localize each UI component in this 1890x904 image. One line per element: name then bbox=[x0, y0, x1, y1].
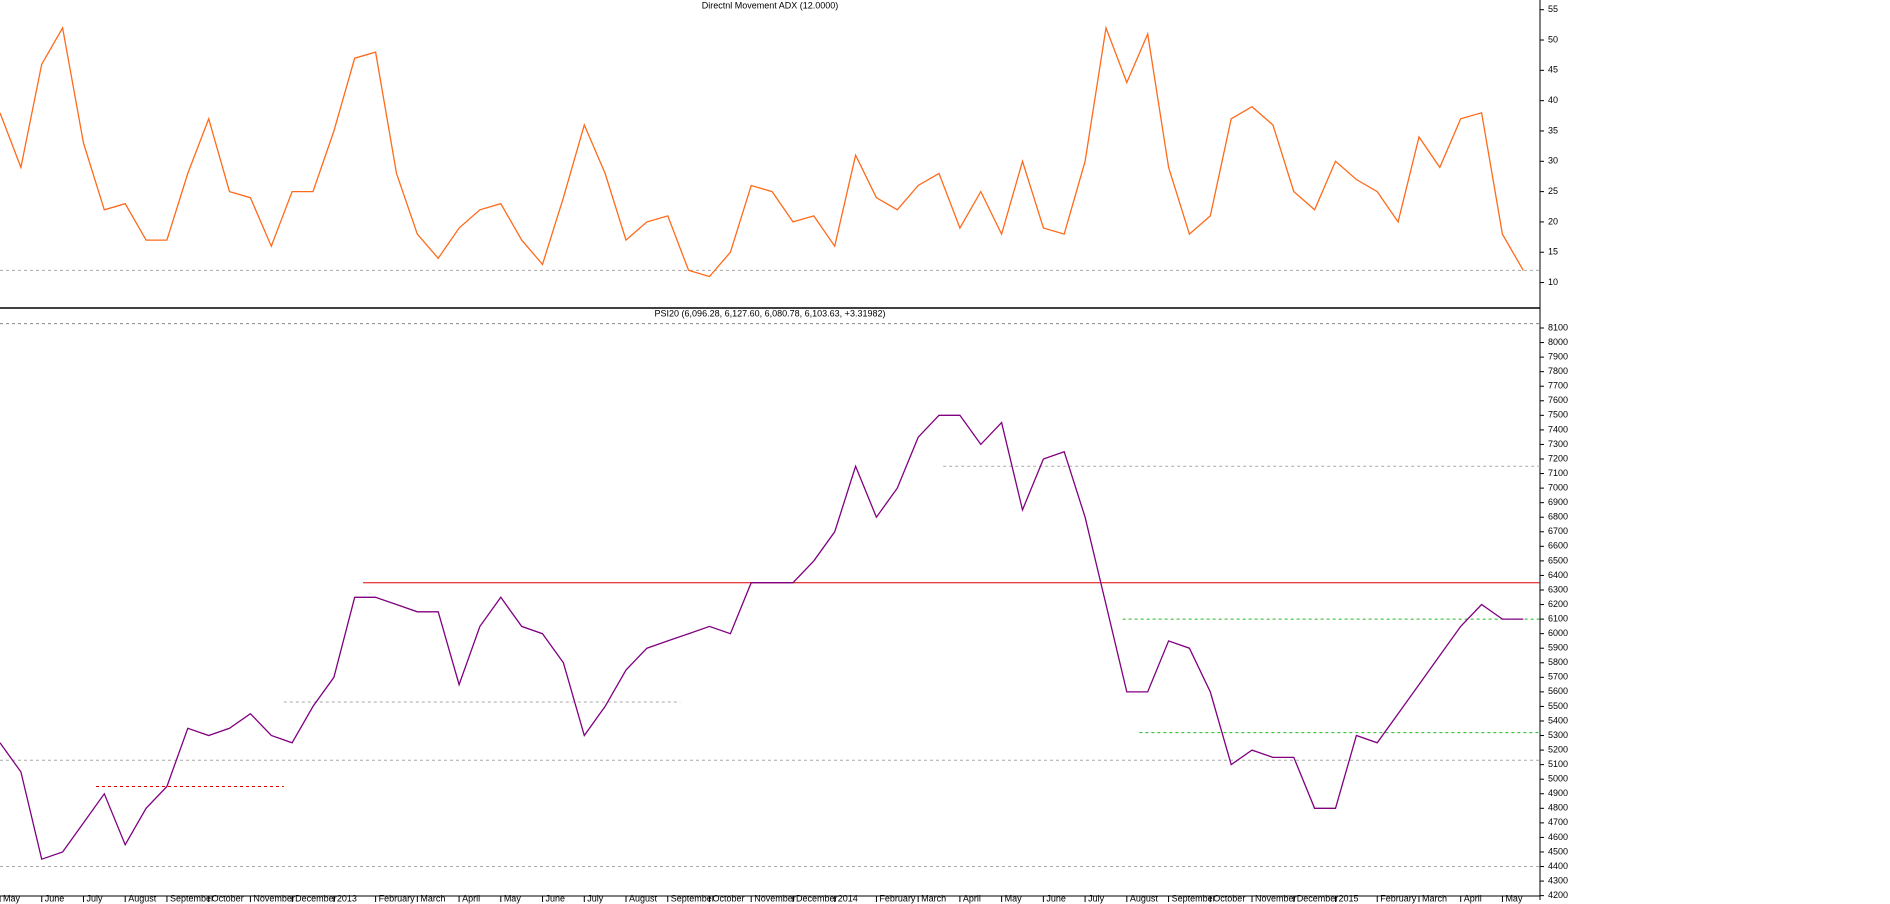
x-tick-label: September bbox=[671, 893, 715, 903]
y-tick-label: 7200 bbox=[1548, 453, 1568, 463]
x-tick-label: July bbox=[86, 893, 103, 903]
y-tick-label: 5300 bbox=[1548, 730, 1568, 740]
y-tick-label: 20 bbox=[1548, 216, 1558, 226]
x-tick-label: September bbox=[170, 893, 214, 903]
x-tick-label: October bbox=[1213, 893, 1245, 903]
x-tick-label: November bbox=[253, 893, 295, 903]
x-tick-label: December bbox=[1297, 893, 1339, 903]
y-tick-label: 6300 bbox=[1548, 584, 1568, 594]
x-tick-label: April bbox=[462, 893, 480, 903]
x-tick-label: 2013 bbox=[337, 893, 357, 903]
data-line bbox=[0, 25, 1524, 278]
x-tick-label: March bbox=[420, 893, 445, 903]
y-tick-label: 7000 bbox=[1548, 482, 1568, 492]
y-tick-label: 8100 bbox=[1548, 322, 1568, 332]
x-tick-label: August bbox=[128, 893, 157, 903]
y-tick-label: 7100 bbox=[1548, 468, 1568, 478]
x-tick-label: July bbox=[1088, 893, 1105, 903]
panel-title: PSI20 (6,096.28, 6,127.60, 6,080.78, 6,1… bbox=[655, 308, 886, 318]
y-tick-label: 15 bbox=[1548, 247, 1558, 257]
y-tick-label: 7700 bbox=[1548, 381, 1568, 391]
x-tick-label: 2015 bbox=[1339, 893, 1359, 903]
x-tick-label: April bbox=[963, 893, 981, 903]
x-tick-label: May bbox=[1005, 893, 1023, 903]
x-tick-label: November bbox=[1255, 893, 1297, 903]
x-tick-label: 2014 bbox=[838, 893, 858, 903]
y-tick-label: 7500 bbox=[1548, 410, 1568, 420]
data-line bbox=[0, 414, 1524, 861]
y-tick-label: 25 bbox=[1548, 186, 1558, 196]
y-tick-label: 5100 bbox=[1548, 759, 1568, 769]
x-tick-label: May bbox=[1505, 893, 1523, 903]
x-tick-label: October bbox=[212, 893, 244, 903]
x-tick-label: July bbox=[587, 893, 604, 903]
x-tick-label: October bbox=[712, 893, 744, 903]
x-tick-label: April bbox=[1464, 893, 1482, 903]
x-tick-label: September bbox=[1172, 893, 1216, 903]
x-tick-label: February bbox=[379, 893, 416, 903]
y-tick-label: 6900 bbox=[1548, 497, 1568, 507]
x-tick-label: August bbox=[629, 893, 658, 903]
y-tick-label: 6500 bbox=[1548, 555, 1568, 565]
y-tick-label: 4700 bbox=[1548, 817, 1568, 827]
y-tick-label: 5000 bbox=[1548, 774, 1568, 784]
y-tick-label: 5600 bbox=[1548, 686, 1568, 696]
y-tick-label: 4400 bbox=[1548, 861, 1568, 871]
y-tick-label: 7400 bbox=[1548, 424, 1568, 434]
y-tick-label: 7600 bbox=[1548, 395, 1568, 405]
y-tick-label: 6000 bbox=[1548, 628, 1568, 638]
x-tick-label: February bbox=[1380, 893, 1417, 903]
x-tick-label: December bbox=[796, 893, 838, 903]
y-tick-label: 5500 bbox=[1548, 701, 1568, 711]
y-tick-label: 5900 bbox=[1548, 643, 1568, 653]
y-tick-label: 4900 bbox=[1548, 788, 1568, 798]
y-tick-label: 5800 bbox=[1548, 657, 1568, 667]
y-tick-label: 4200 bbox=[1548, 890, 1568, 900]
y-tick-label: 4500 bbox=[1548, 846, 1568, 856]
x-tick-label: May bbox=[3, 893, 21, 903]
x-tick-label: March bbox=[1422, 893, 1447, 903]
x-tick-label: May bbox=[504, 893, 522, 903]
y-tick-label: 7300 bbox=[1548, 439, 1568, 449]
y-tick-label: 10 bbox=[1548, 277, 1558, 287]
y-tick-label: 6800 bbox=[1548, 512, 1568, 522]
y-tick-label: 7800 bbox=[1548, 366, 1568, 376]
y-tick-label: 4300 bbox=[1548, 875, 1568, 885]
x-tick-label: March bbox=[921, 893, 946, 903]
x-tick-label: June bbox=[1046, 893, 1066, 903]
y-tick-label: 5700 bbox=[1548, 672, 1568, 682]
x-tick-label: August bbox=[1130, 893, 1159, 903]
y-tick-label: 55 bbox=[1548, 4, 1558, 14]
y-tick-label: 6200 bbox=[1548, 599, 1568, 609]
y-tick-label: 50 bbox=[1548, 34, 1558, 44]
y-tick-label: 5200 bbox=[1548, 744, 1568, 754]
y-tick-label: 6400 bbox=[1548, 570, 1568, 580]
x-tick-label: November bbox=[754, 893, 796, 903]
y-tick-label: 35 bbox=[1548, 125, 1558, 135]
x-tick-label: June bbox=[546, 893, 566, 903]
y-tick-label: 6700 bbox=[1548, 526, 1568, 536]
y-tick-label: 4800 bbox=[1548, 803, 1568, 813]
y-tick-label: 4600 bbox=[1548, 832, 1568, 842]
x-tick-label: February bbox=[879, 893, 916, 903]
x-tick-label: December bbox=[295, 893, 337, 903]
y-tick-label: 7900 bbox=[1548, 351, 1568, 361]
y-tick-label: 6600 bbox=[1548, 541, 1568, 551]
y-tick-label: 6100 bbox=[1548, 613, 1568, 623]
x-tick-label: June bbox=[45, 893, 65, 903]
y-tick-label: 40 bbox=[1548, 95, 1558, 105]
y-tick-label: 30 bbox=[1548, 156, 1558, 166]
y-tick-label: 8000 bbox=[1548, 337, 1568, 347]
y-tick-label: 5400 bbox=[1548, 715, 1568, 725]
y-tick-label: 45 bbox=[1548, 65, 1558, 75]
panel-title: Directnl Movement ADX (12.0000) bbox=[702, 0, 839, 10]
